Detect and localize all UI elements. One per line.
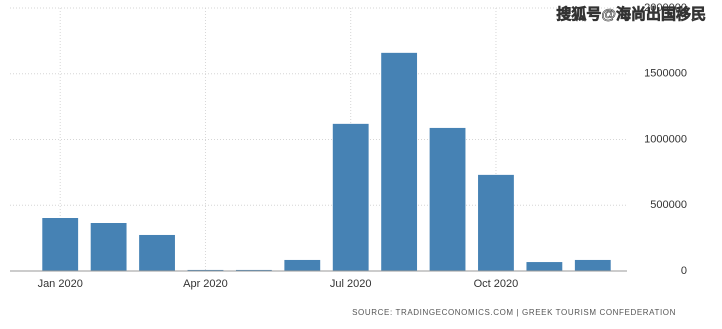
y-tick-label: 1000000 xyxy=(644,133,687,145)
bar xyxy=(235,269,272,271)
y-tick-label: 0 xyxy=(681,265,687,277)
x-tick-label: Jul 2020 xyxy=(330,278,372,290)
bar xyxy=(332,123,369,271)
bar xyxy=(42,218,79,271)
x-tick-label: Jan 2020 xyxy=(38,278,83,290)
y-tick-label: 500000 xyxy=(650,199,687,211)
bar xyxy=(478,174,514,271)
bar xyxy=(429,127,466,271)
bar xyxy=(187,269,224,271)
bar xyxy=(526,262,563,271)
bar xyxy=(139,234,175,271)
bar xyxy=(90,223,127,271)
watermark: 搜狐号@海尚出国移民 xyxy=(556,5,706,23)
x-tick-label: Apr 2020 xyxy=(183,278,228,290)
x-tick-label: Oct 2020 xyxy=(474,278,519,290)
y-tick-label: 1500000 xyxy=(644,68,687,80)
source-note: SOURCE: TRADINGECONOMICS.COM | GREEK TOU… xyxy=(352,308,676,317)
y-tick-label: 2000000 xyxy=(644,2,687,14)
bar xyxy=(574,259,611,271)
bar xyxy=(381,52,418,272)
bar xyxy=(284,259,321,271)
